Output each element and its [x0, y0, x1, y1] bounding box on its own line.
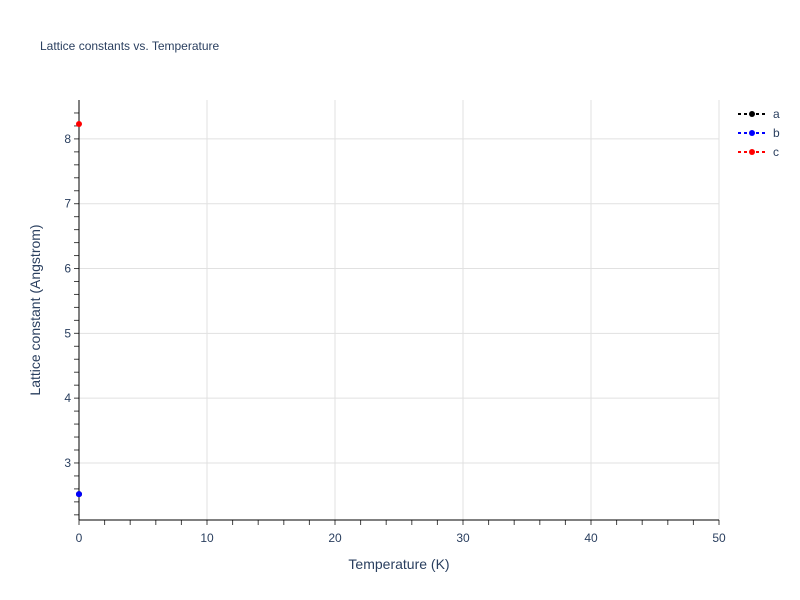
- data-point-c: [76, 120, 82, 127]
- x-axis-label: Temperature (K): [348, 556, 449, 572]
- legend-label-a: a: [773, 107, 780, 121]
- axes: 0 10 20 30 40 50 3 4 5 6 7 8: [64, 100, 726, 545]
- legend-marker-c: [749, 149, 755, 155]
- x-tick-label: 20: [328, 531, 342, 545]
- legend-label-b: b: [773, 126, 780, 140]
- legend[interactable]: abc: [738, 107, 780, 159]
- x-tick-label: 30: [456, 531, 470, 545]
- data-marks: [76, 120, 82, 498]
- gridlines: [79, 100, 720, 520]
- x-tick-label: 50: [712, 531, 726, 545]
- x-tick-label: 40: [584, 531, 598, 545]
- x-tick-label: 0: [76, 531, 83, 545]
- chart-title: Lattice constants vs. Temperature: [40, 39, 220, 53]
- y-tick-label: 8: [64, 132, 71, 146]
- legend-marker-a: [749, 111, 755, 117]
- y-tick-label: 5: [64, 326, 71, 340]
- y-axis-label: Lattice constant (Angstrom): [27, 224, 43, 395]
- legend-label-c: c: [773, 145, 779, 159]
- legend-marker-b: [749, 130, 755, 136]
- y-tick-label: 4: [64, 391, 71, 405]
- x-tick-label: 10: [200, 531, 214, 545]
- y-tick-label: 3: [64, 456, 71, 470]
- y-tick-label: 7: [64, 197, 71, 211]
- data-point-b: [76, 491, 82, 498]
- y-tick-label: 6: [64, 262, 71, 276]
